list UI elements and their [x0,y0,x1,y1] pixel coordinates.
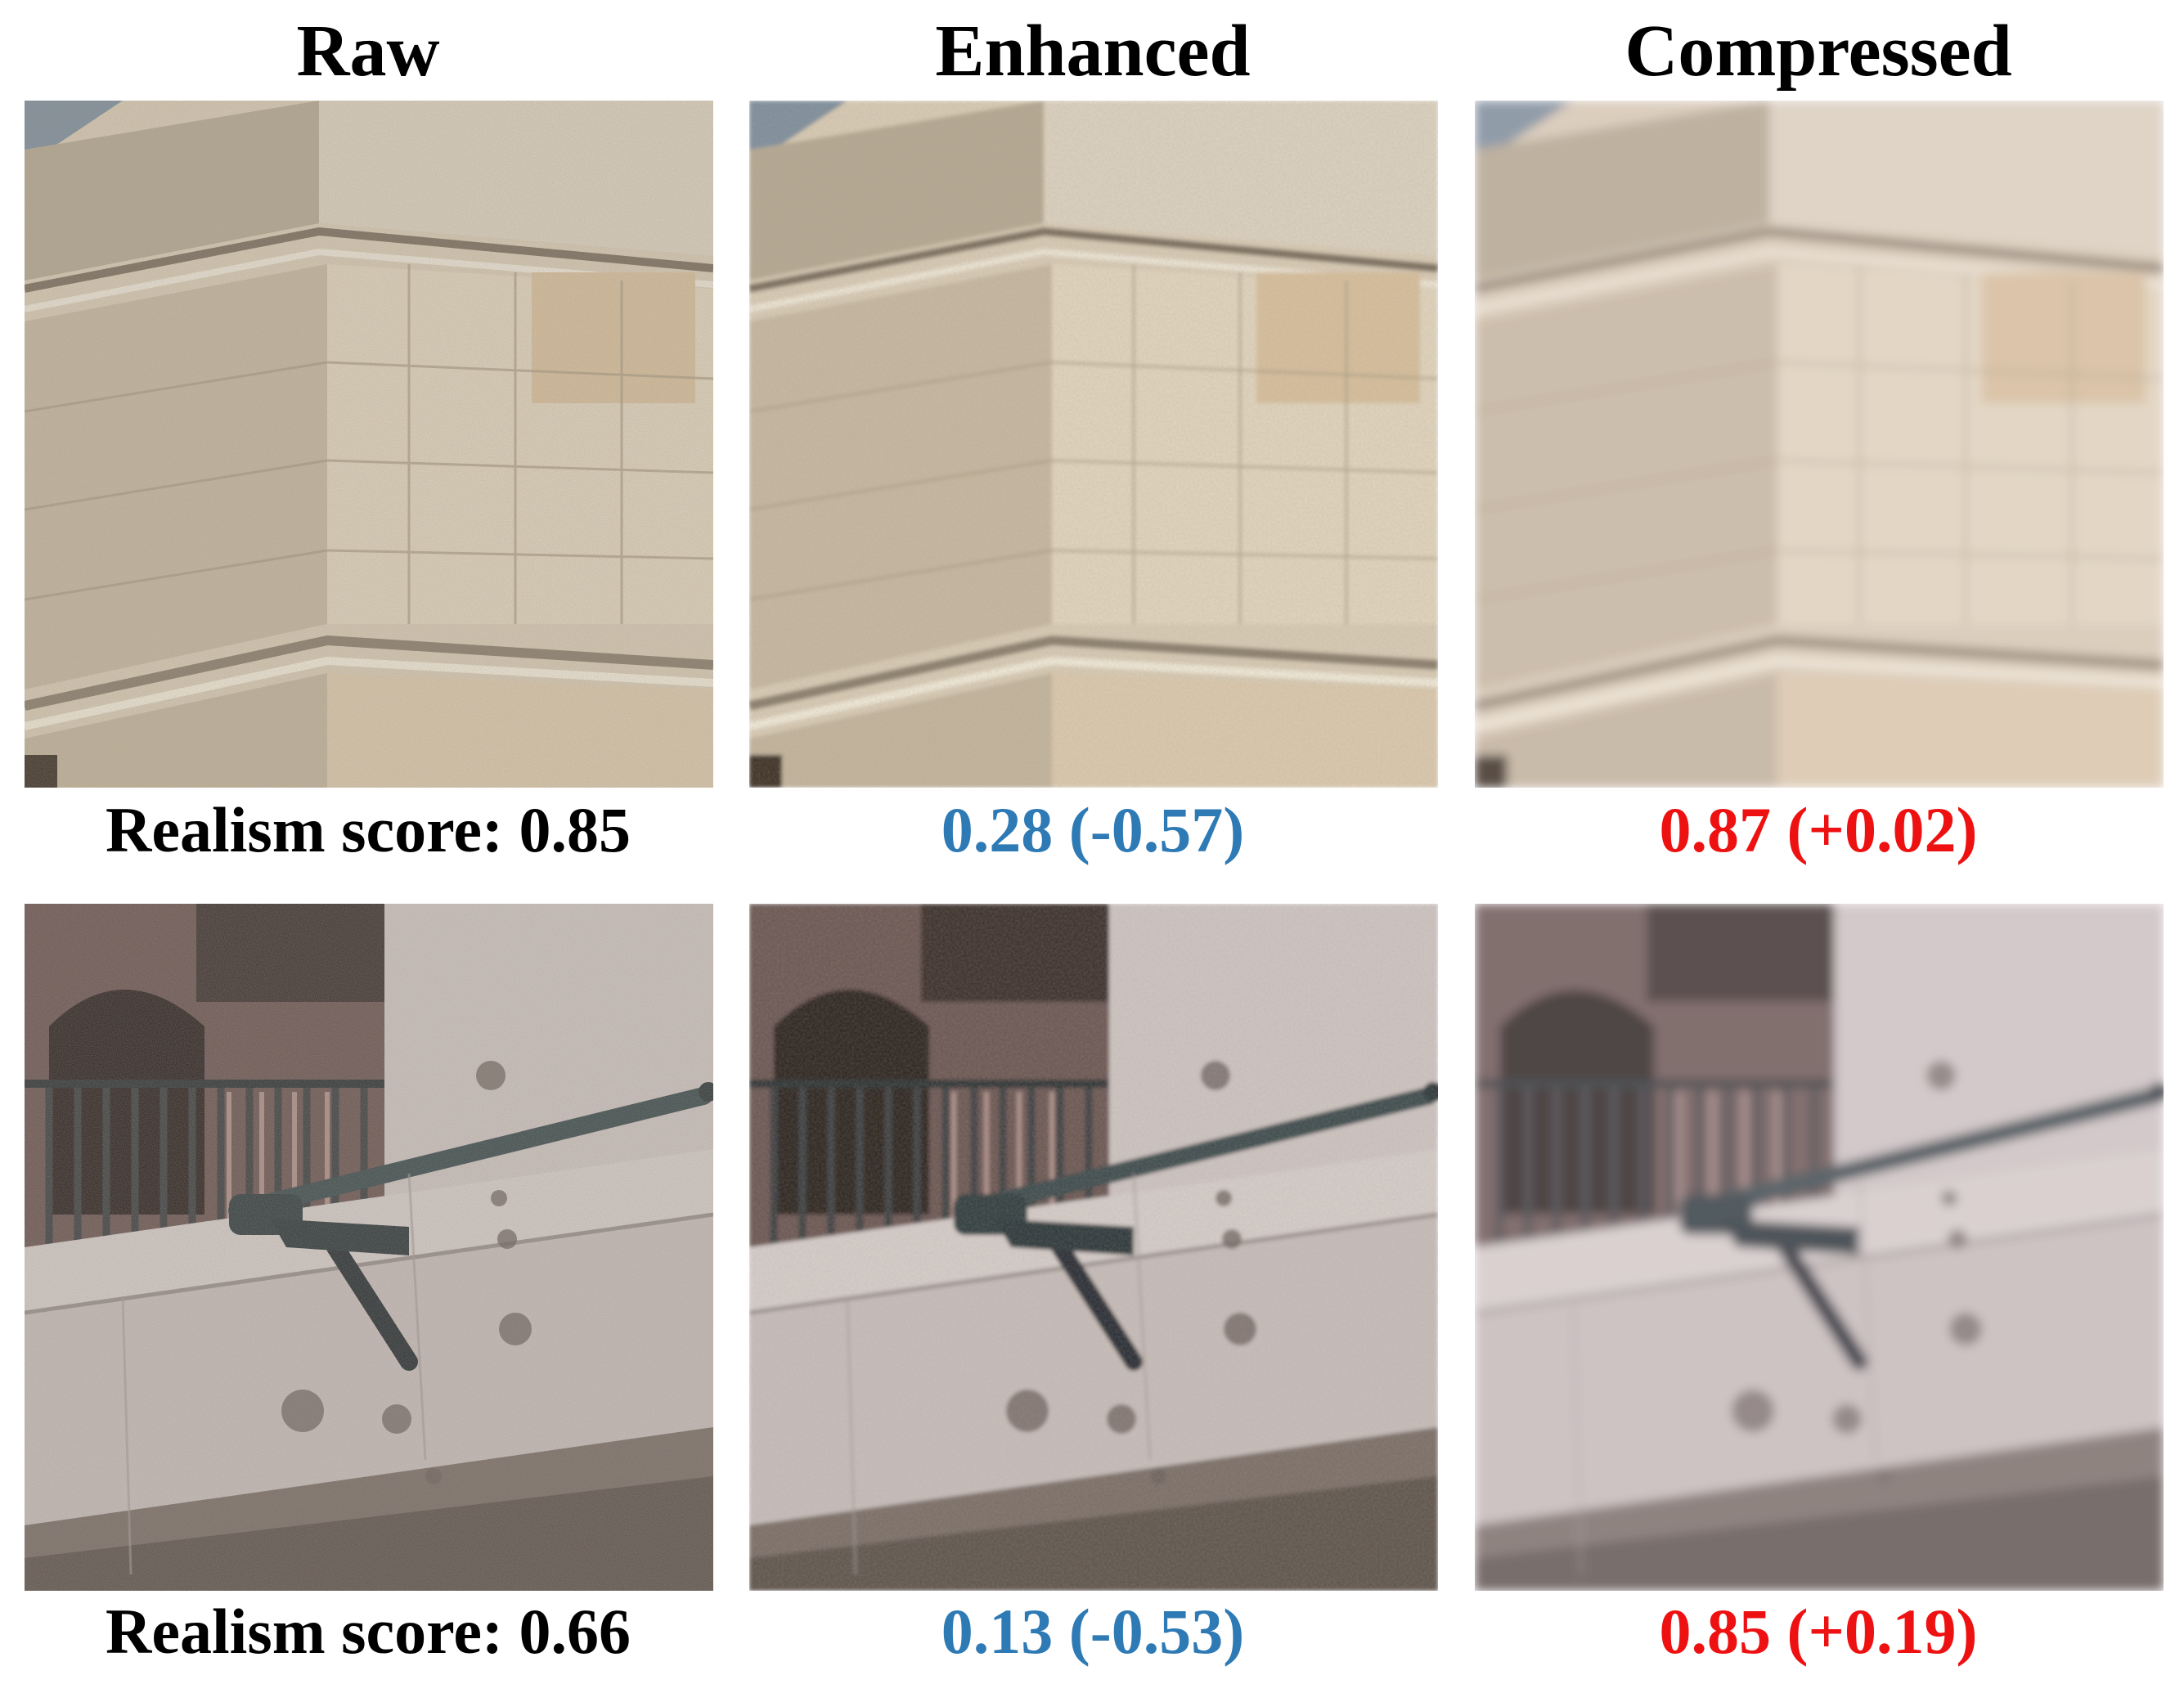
column-title-compressed: Compressed [1625,11,2012,92]
column-title-enhanced: Enhanced [935,11,1251,92]
column-title-raw: Raw [296,11,440,92]
score-enhanced-building: 0.28 (-0.57) [941,794,1245,865]
score-raw-building: Realism score: 0.85 [106,794,631,865]
image-raw-balcony [25,904,713,1591]
image-raw-building [25,101,713,788]
image-compressed-building [1475,101,2164,788]
image-enhanced-building [749,101,1438,788]
score-raw-balcony: Realism score: 0.66 [106,1596,631,1667]
score-compressed-balcony: 0.85 (+0.19) [1659,1596,1978,1667]
score-compressed-building: 0.87 (+0.02) [1659,794,1978,865]
image-compressed-balcony [1475,904,2164,1591]
image-enhanced-balcony [749,904,1438,1591]
score-enhanced-balcony: 0.13 (-0.53) [941,1596,1245,1667]
